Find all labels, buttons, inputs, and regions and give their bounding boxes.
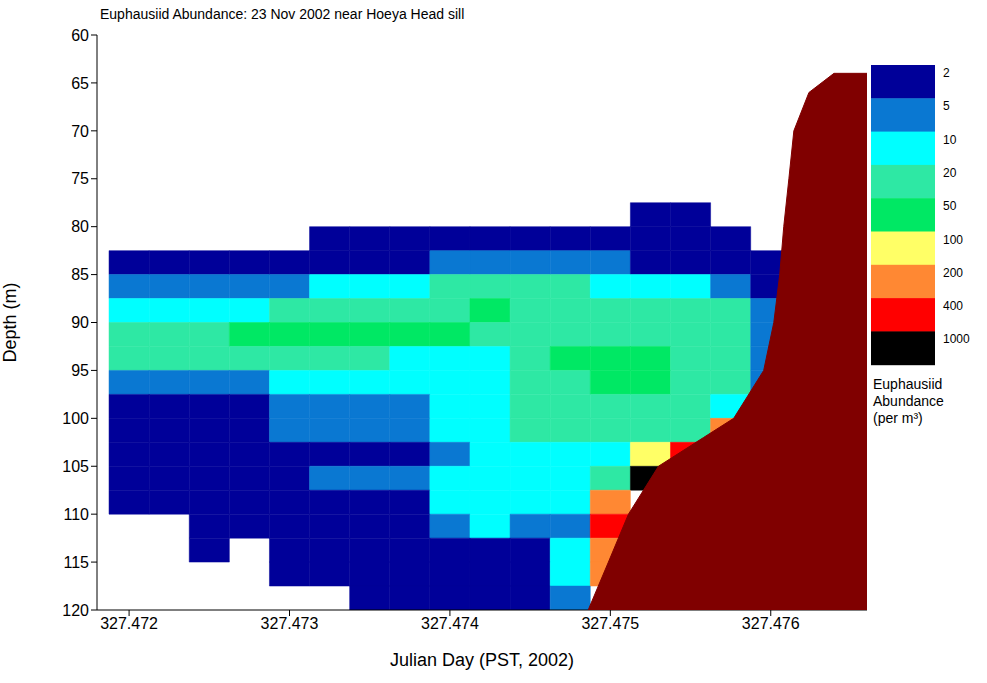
svg-text:10: 10 (943, 133, 957, 147)
svg-text:327.476: 327.476 (742, 615, 800, 632)
svg-text:120: 120 (62, 602, 89, 619)
svg-text:200: 200 (943, 266, 963, 280)
svg-text:100: 100 (943, 233, 963, 247)
svg-text:(per m³): (per m³) (873, 410, 923, 426)
svg-text:Abundance: Abundance (873, 393, 944, 409)
svg-text:70: 70 (71, 123, 89, 140)
svg-text:327.472: 327.472 (100, 615, 158, 632)
svg-text:80: 80 (71, 218, 89, 235)
svg-text:400: 400 (943, 299, 963, 313)
svg-text:105: 105 (62, 458, 89, 475)
svg-text:65: 65 (71, 75, 89, 92)
svg-text:2: 2 (943, 66, 950, 80)
svg-text:5: 5 (943, 99, 950, 113)
svg-text:115: 115 (63, 554, 89, 571)
svg-text:327.473: 327.473 (261, 615, 319, 632)
svg-text:60: 60 (71, 27, 89, 44)
svg-text:Euphausiid: Euphausiid (873, 376, 942, 392)
html-text:Euphausiid Abundance: 23 Nov 2: Euphausiid Abundance: 23 Nov 2002 near H… (100, 6, 465, 22)
svg-text:327.474: 327.474 (421, 615, 479, 632)
svg-text:Depth (m): Depth (m) (0, 282, 20, 362)
svg-text:Julian Day (PST, 2002): Julian Day (PST, 2002) (390, 650, 574, 670)
svg-text:95: 95 (71, 362, 89, 379)
svg-text:90: 90 (71, 314, 89, 331)
svg-text:75: 75 (71, 170, 89, 187)
svg-text:327.475: 327.475 (581, 615, 639, 632)
svg-text:100: 100 (62, 410, 89, 427)
svg-text:110: 110 (63, 506, 89, 523)
svg-text:1000: 1000 (943, 332, 970, 346)
svg-text:85: 85 (71, 266, 89, 283)
svg-text:50: 50 (943, 199, 957, 213)
svg-text:20: 20 (943, 166, 957, 180)
